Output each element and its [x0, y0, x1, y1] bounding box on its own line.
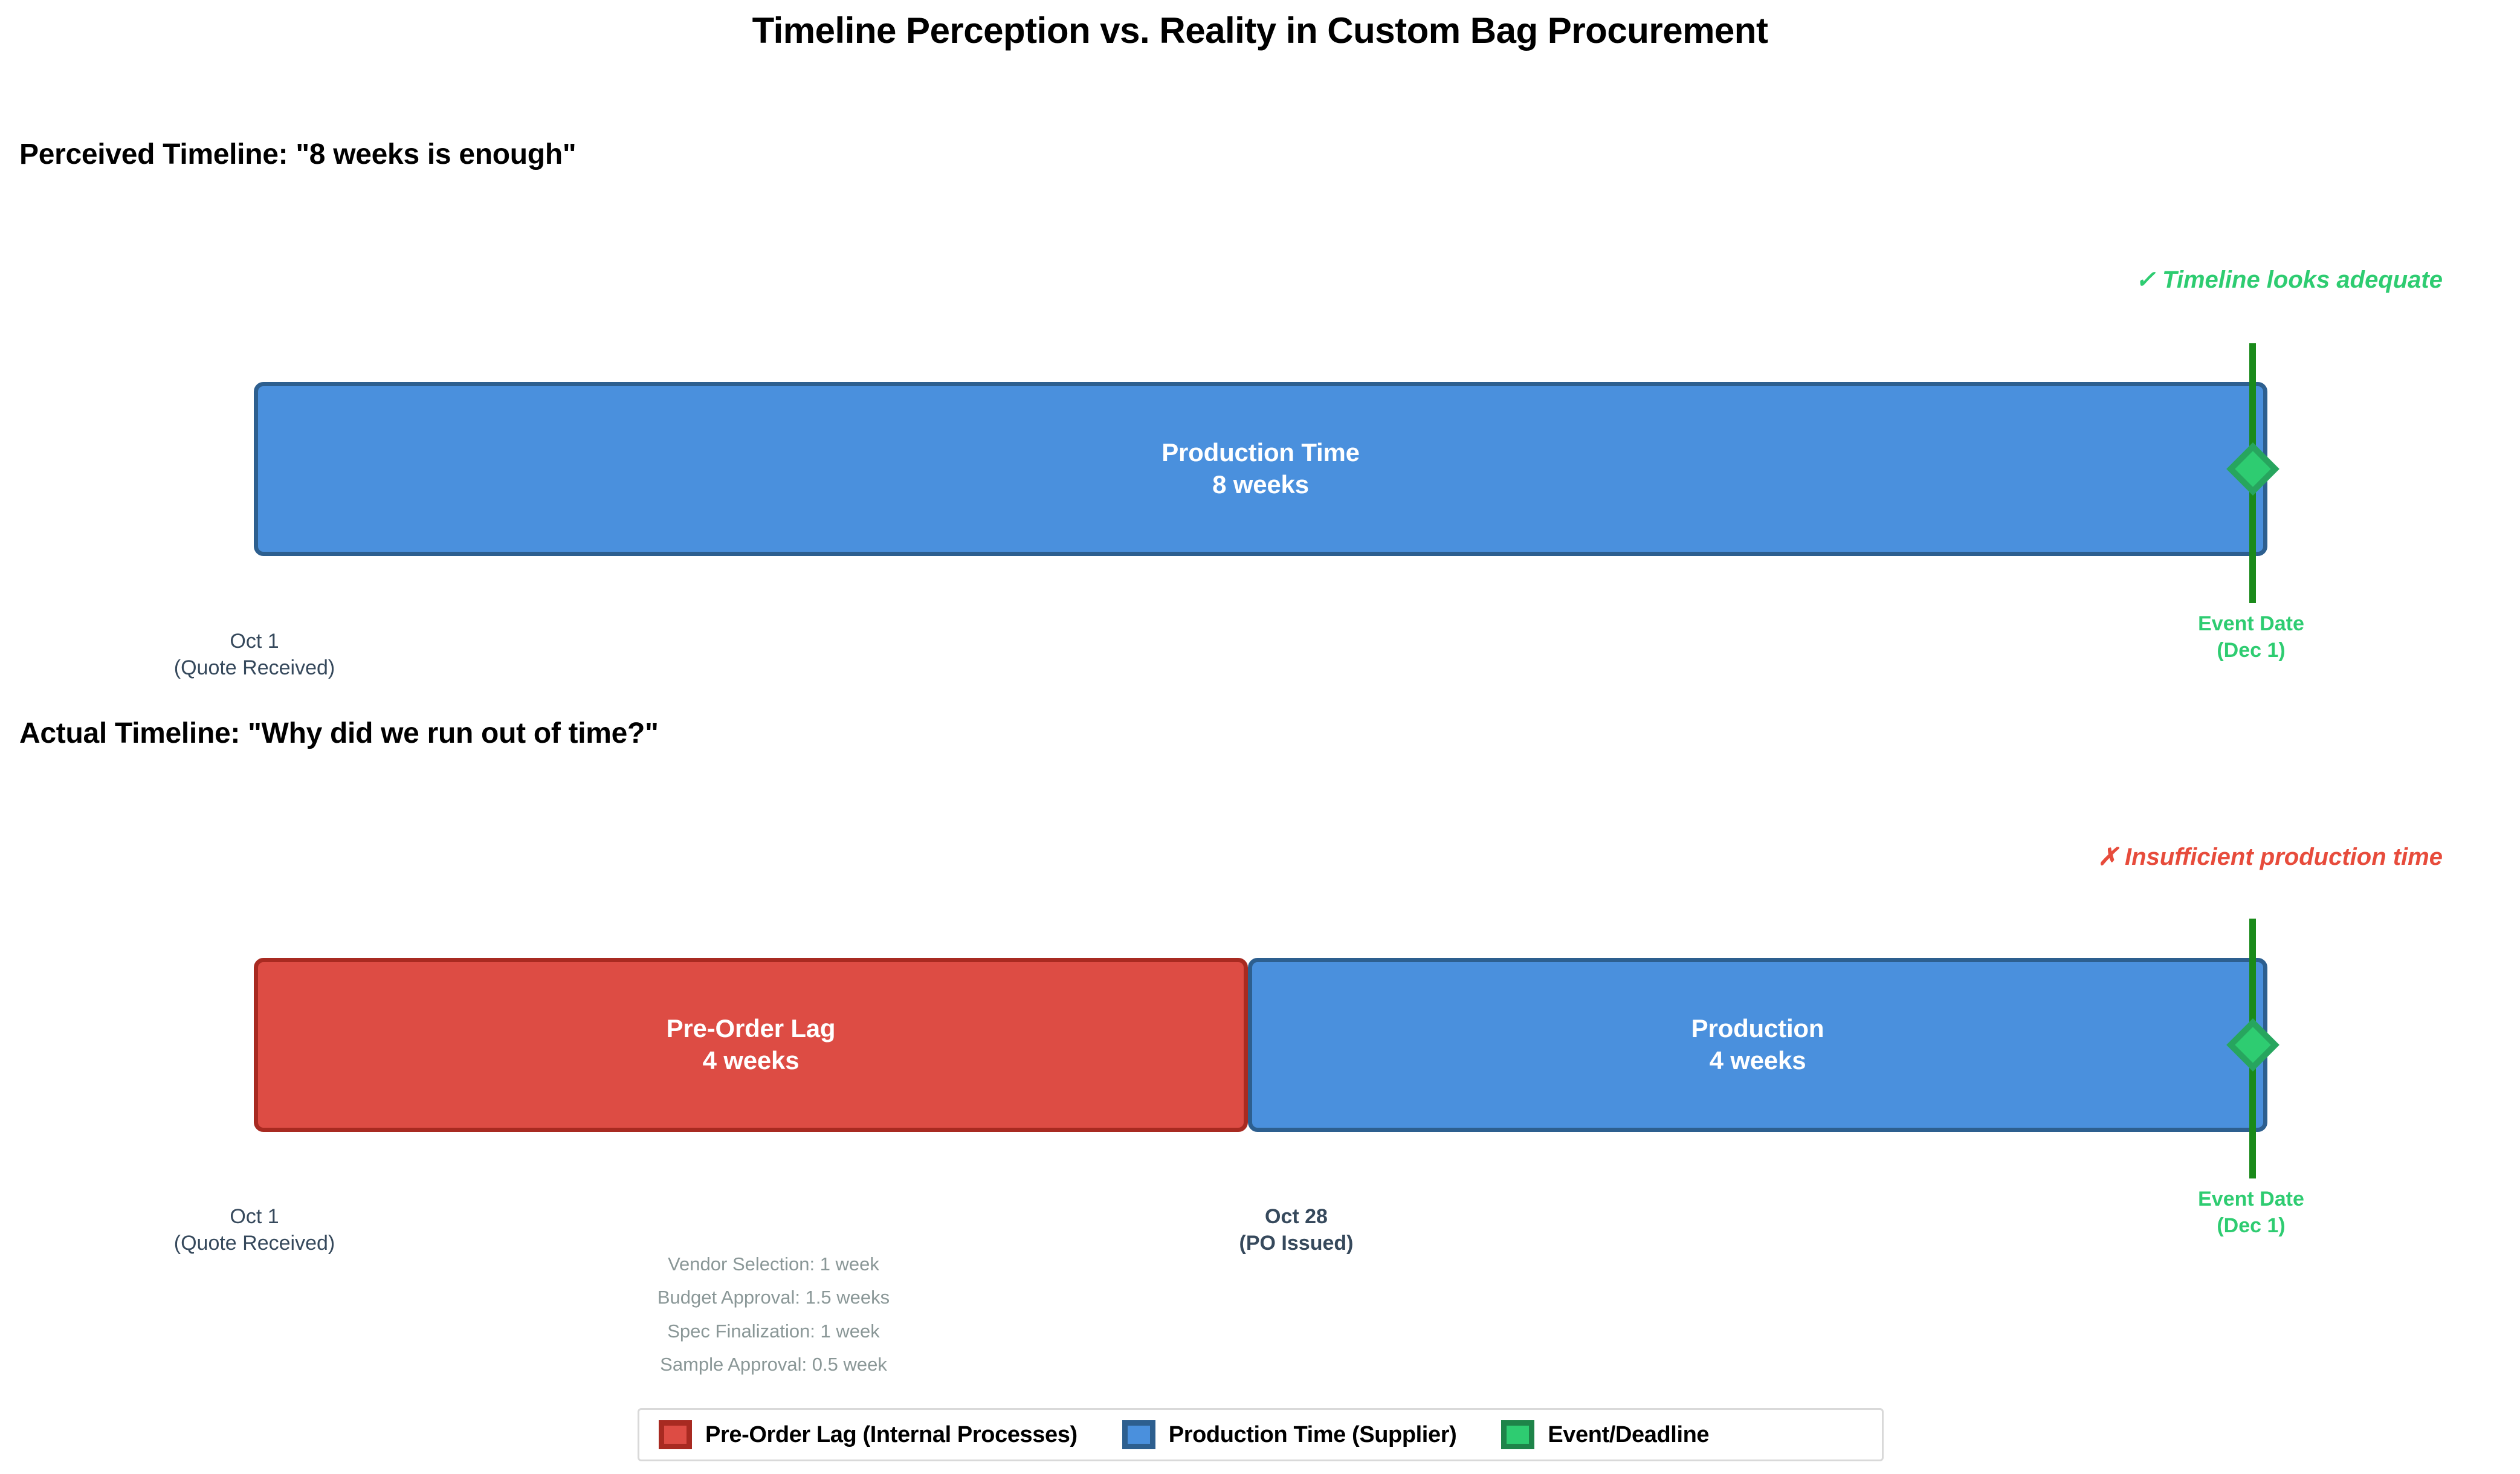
bar-label-duration: 4 weeks — [1709, 1046, 1806, 1075]
date-label-date: Oct 1 — [230, 1205, 279, 1228]
date-label-note: (PO Issued) — [1239, 1231, 1354, 1255]
legend-swatch-icon — [1501, 1420, 1535, 1449]
annotation-timeline-adequate: ✓ Timeline looks adequate — [2135, 267, 2443, 293]
bar-label-pre-order-lag: Pre-Order Lag 4 weeks — [667, 1013, 836, 1077]
bar-label-duration: 4 weeks — [702, 1046, 800, 1075]
legend-item[interactable]: Event/Deadline — [1501, 1420, 1710, 1449]
panel-heading-actual: Actual Timeline: "Why did we run out of … — [19, 717, 659, 749]
legend-swatch-icon — [659, 1420, 692, 1449]
lag-breakdown-item: Sample Approval: 0.5 week — [660, 1354, 887, 1375]
bar-production-time-actual[interactable]: Production 4 weeks — [1248, 958, 2267, 1132]
date-label-po-issued: Oct 28 (PO Issued) — [1172, 1204, 1420, 1256]
date-label-event-actual: Event Date (Dec 1) — [2127, 1186, 2375, 1239]
bar-label-name: Production — [1691, 1014, 1824, 1043]
page-title: Timeline Perception vs. Reality in Custo… — [752, 10, 1768, 51]
date-label-start-actual: Oct 1 (Quote Received) — [146, 1204, 363, 1256]
date-label-start-perceived: Oct 1 (Quote Received) — [146, 629, 363, 681]
bar-label-name: Pre-Order Lag — [666, 1014, 836, 1043]
date-label-event-note: (Dec 1) — [2217, 638, 2286, 662]
bar-production-time-perceived[interactable]: Production Time 8 weeks — [254, 382, 2267, 556]
legend-swatch-icon — [1122, 1420, 1155, 1449]
bar-label-production-perceived: Production Time 8 weeks — [1161, 437, 1360, 501]
legend-label: Pre-Order Lag (Internal Processes) — [705, 1421, 1077, 1447]
date-label-event-title: Event Date — [2198, 612, 2304, 635]
lag-breakdown-list: Vendor Selection: 1 week Budget Approval:… — [616, 1247, 931, 1382]
date-label-date: Oct 1 — [230, 630, 279, 653]
date-label-event-perceived: Event Date (Dec 1) — [2127, 611, 2375, 664]
legend-label: Event/Deadline — [1548, 1421, 1710, 1447]
chart-legend: Pre-Order Lag (Internal Processes) Produc… — [638, 1408, 1884, 1461]
bar-label-name: Production Time — [1161, 438, 1360, 467]
bar-pre-order-lag[interactable]: Pre-Order Lag 4 weeks — [254, 958, 1248, 1132]
lag-breakdown-item: Spec Finalization: 1 week — [667, 1320, 880, 1342]
lag-breakdown-item: Budget Approval: 1.5 weeks — [657, 1287, 890, 1308]
legend-item[interactable]: Production Time (Supplier) — [1122, 1420, 1457, 1449]
annotation-insufficient-production-time: ✗ Insufficient production time — [2098, 844, 2443, 870]
bar-label-production-actual: Production 4 weeks — [1691, 1013, 1824, 1077]
legend-label: Production Time (Supplier) — [1168, 1421, 1457, 1447]
date-label-event-title: Event Date — [2198, 1188, 2304, 1211]
legend-item[interactable]: Pre-Order Lag (Internal Processes) — [659, 1420, 1077, 1449]
date-label-note: (Quote Received) — [173, 1231, 335, 1255]
panel-heading-perceived: Perceived Timeline: "8 weeks is enough" — [19, 138, 577, 170]
date-label-note: (Quote Received) — [173, 656, 335, 679]
date-label-date: Oct 28 — [1265, 1205, 1328, 1228]
date-label-event-note: (Dec 1) — [2217, 1214, 2286, 1237]
lag-breakdown-item: Vendor Selection: 1 week — [668, 1253, 879, 1275]
bar-label-duration: 8 weeks — [1212, 470, 1309, 499]
